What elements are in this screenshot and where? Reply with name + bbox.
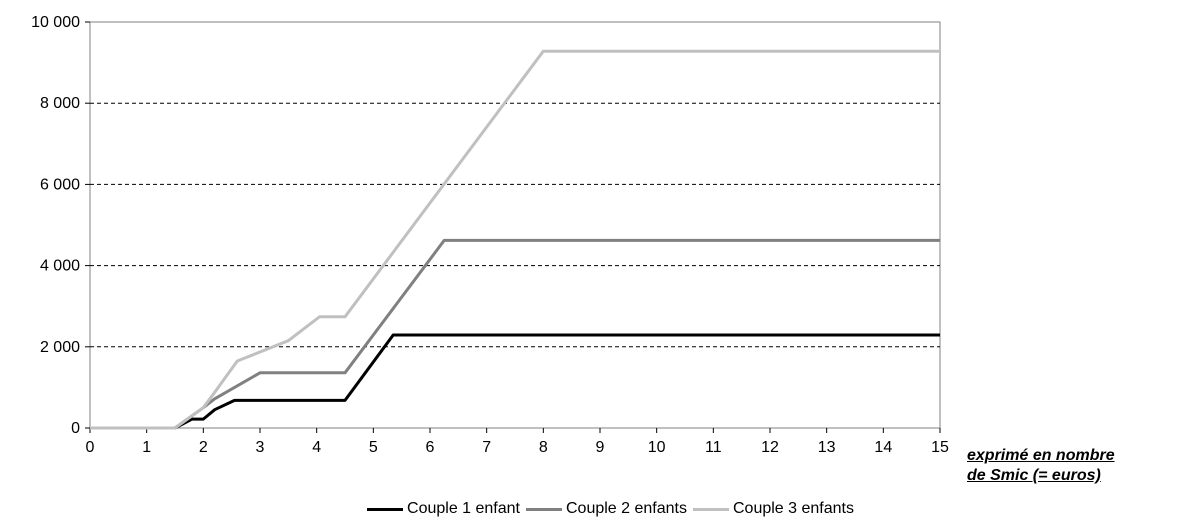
x-tick-label: 0: [86, 439, 95, 456]
plot-area: [89, 21, 941, 429]
x-tick-label: 11: [705, 439, 722, 456]
x-axis-title: exprimé en nombre de Smic (= euros): [967, 446, 1182, 486]
x-tick-label: 10: [648, 439, 666, 456]
y-tick-label: 4 000: [40, 258, 80, 275]
x-axis-title-line-1: exprimé en nombre: [967, 447, 1115, 464]
legend-label: Couple 1 enfant: [407, 500, 520, 517]
x-tick-label: 15: [931, 439, 949, 456]
y-tick-label: 2 000: [40, 339, 80, 356]
series-line-3: [90, 49, 940, 430]
y-tick-label: 10 000: [31, 14, 80, 31]
x-tick-label: 12: [761, 439, 779, 456]
x-tick-label: 2: [199, 439, 208, 456]
x-tick-label: 8: [539, 439, 548, 456]
legend-swatch: [526, 507, 562, 511]
legend-item-2: Couple 2 enfants: [526, 500, 687, 518]
legend: Couple 1 enfant Couple 2 enfants Couple 3 …: [0, 500, 1187, 518]
legend-item-1: Couple 1 enfant: [367, 500, 520, 518]
x-tick-label: 7: [482, 439, 491, 456]
x-axis: 0 1 2 3 4 5 6 7 8 9 10 11 12 13 14 15: [86, 428, 949, 456]
x-axis-title-line-2: de Smic (= euros): [967, 467, 1101, 484]
legend-swatch: [367, 507, 404, 511]
x-tick-label: 5: [369, 439, 378, 456]
x-tick-label: 4: [312, 439, 321, 456]
y-axis: 0 2 000 4 000 6 000 8 000 10 000: [31, 14, 90, 437]
gridlines: [90, 102, 940, 348]
legend-swatch: [692, 507, 729, 511]
legend-label: Couple 3 enfants: [732, 500, 854, 517]
y-tick-label: 6 000: [40, 176, 80, 193]
legend-label: Couple 2 enfants: [566, 500, 687, 517]
y-tick-label: 8 000: [40, 95, 80, 112]
x-tick-label: 14: [874, 439, 892, 456]
x-tick-label: 9: [596, 439, 605, 456]
x-tick-label: 3: [256, 439, 265, 456]
x-tick-label: 13: [818, 439, 836, 456]
y-tick-label: 0: [71, 420, 80, 437]
legend-item-3: Couple 3 enfants: [692, 500, 854, 518]
series-lines: [90, 49, 940, 430]
x-tick-label: 1: [142, 439, 151, 456]
x-tick-label: 6: [426, 439, 435, 456]
